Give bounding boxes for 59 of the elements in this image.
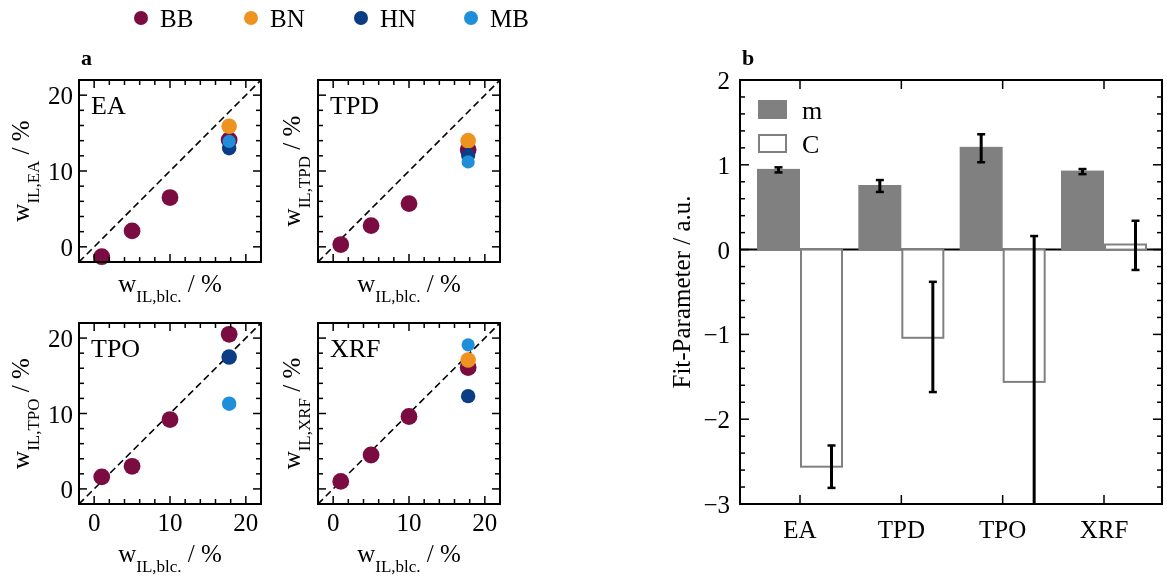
point xyxy=(460,352,476,368)
legend-label: C xyxy=(802,130,820,159)
y-tick-label: 0 xyxy=(60,233,73,261)
point xyxy=(461,338,475,352)
point xyxy=(362,217,380,234)
y-tick-label: −2 xyxy=(703,406,730,434)
chart-title: XRF xyxy=(330,334,381,363)
chart-title: EA xyxy=(91,91,126,120)
x-tick-label: 20 xyxy=(233,509,259,536)
point xyxy=(221,118,237,135)
legend-label: MB xyxy=(490,5,529,32)
y-tick-label: −3 xyxy=(703,491,730,518)
x-tick-label: 0 xyxy=(326,509,340,536)
point xyxy=(161,189,179,206)
point xyxy=(460,388,476,404)
x-tick-label: EA xyxy=(783,516,817,543)
y-axis-title: Fit-Parameter / a.u. xyxy=(668,195,695,389)
legend-label: HN xyxy=(380,5,417,32)
y-tick-label: 20 xyxy=(48,82,73,110)
point xyxy=(460,132,476,149)
point xyxy=(221,349,237,365)
x-tick-label: 10 xyxy=(396,509,422,536)
x-tick-label: 20 xyxy=(472,509,498,536)
text: b xyxy=(742,45,755,70)
y-tick-label: 2 xyxy=(717,67,730,94)
legend-label: BN xyxy=(270,5,305,32)
y-tick-label: −1 xyxy=(703,321,730,349)
x-axis-title: w$_{IL,blc.}$ / % xyxy=(118,540,222,576)
point xyxy=(400,408,418,425)
y-tick-label: 10 xyxy=(48,400,73,428)
x-tick-label: XRF xyxy=(1079,516,1129,543)
x-axis-title: w$_{IL,blc.}$ / % xyxy=(118,270,222,306)
chart-title: TPD xyxy=(330,91,380,120)
y-tick-label: 0 xyxy=(60,475,73,503)
x-tick-label: 10 xyxy=(157,509,183,536)
point xyxy=(161,411,179,428)
x-axis-title: w$_{IL,blc.}$ / % xyxy=(357,270,461,306)
y-tick-label: 0 xyxy=(717,236,730,264)
legend-label: BB xyxy=(160,5,194,32)
text: a xyxy=(81,45,92,70)
point xyxy=(123,222,141,240)
y-tick-label: 1 xyxy=(717,151,730,179)
point xyxy=(332,472,350,490)
point xyxy=(123,457,141,475)
point xyxy=(332,236,350,253)
x-tick-label: TPO xyxy=(979,516,1027,543)
y-tick-label: 20 xyxy=(48,325,73,353)
point xyxy=(220,325,238,343)
legend-label: m xyxy=(802,96,823,125)
point xyxy=(461,155,475,169)
x-tick-label: TPD xyxy=(877,516,925,543)
point xyxy=(221,396,237,411)
point xyxy=(93,468,111,486)
x-axis-title: w$_{IL,blc.}$ / % xyxy=(357,540,461,576)
point xyxy=(362,446,380,464)
x-tick-label: 0 xyxy=(87,509,101,536)
point xyxy=(400,195,418,213)
y-tick-label: 10 xyxy=(48,158,73,185)
chart-title: TPO xyxy=(91,334,141,363)
